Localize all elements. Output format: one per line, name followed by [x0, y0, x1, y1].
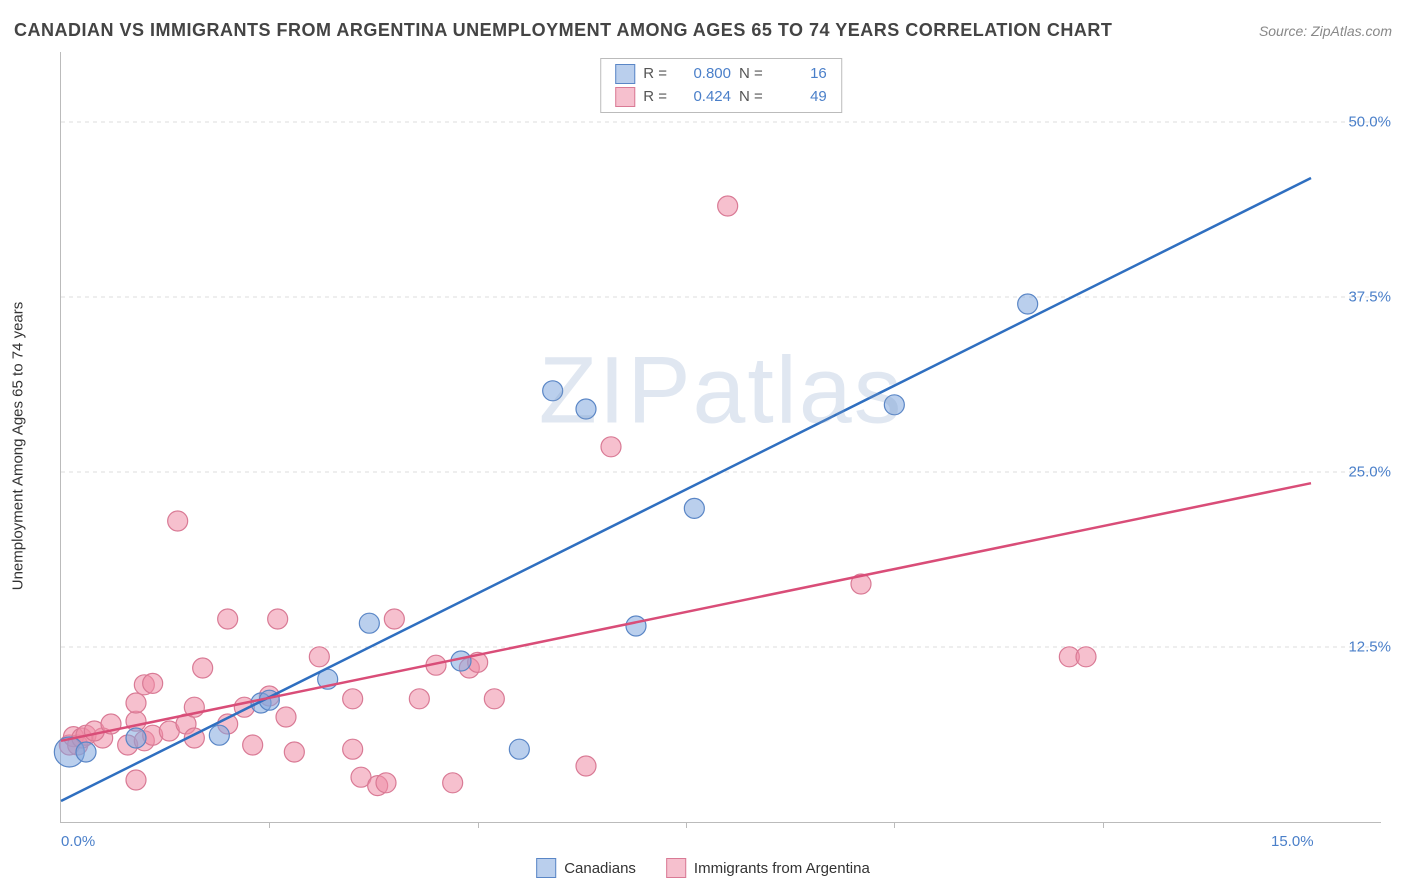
data-point-argentina: [601, 437, 621, 457]
x-tick: [478, 822, 479, 828]
plot-area: ZIPatlas R = 0.800 N = 16 R = 0.424 N = …: [60, 52, 1381, 823]
data-point-argentina: [309, 647, 329, 667]
y-tick-label: 25.0%: [1348, 464, 1391, 481]
correlation-stats-box: R = 0.800 N = 16 R = 0.424 N = 49: [600, 58, 842, 113]
data-point-argentina: [268, 609, 288, 629]
data-point-argentina: [576, 756, 596, 776]
data-point-argentina: [343, 689, 363, 709]
data-point-argentina: [718, 196, 738, 216]
data-point-argentina: [126, 770, 146, 790]
stats-row-argentina: R = 0.424 N = 49: [615, 86, 827, 109]
n-value-canadians: 16: [771, 63, 827, 86]
data-point-canadians: [509, 739, 529, 759]
x-tick: [1103, 822, 1104, 828]
data-point-argentina: [168, 511, 188, 531]
x-tick-label: 0.0%: [61, 833, 95, 850]
data-point-canadians: [543, 381, 563, 401]
swatch-canadians: [615, 64, 635, 84]
y-axis-label: Unemployment Among Ages 65 to 74 years: [10, 302, 27, 591]
data-point-argentina: [193, 658, 213, 678]
data-point-argentina: [443, 773, 463, 793]
r-value-canadians: 0.800: [675, 63, 731, 86]
n-label: N =: [739, 63, 763, 86]
data-point-argentina: [218, 609, 238, 629]
data-point-argentina: [343, 739, 363, 759]
n-label: N =: [739, 86, 763, 109]
legend-label-canadians: Canadians: [564, 860, 636, 877]
data-point-canadians: [576, 399, 596, 419]
n-value-argentina: 49: [771, 86, 827, 109]
data-point-argentina: [276, 707, 296, 727]
data-point-argentina: [243, 735, 263, 755]
trend-line-argentina: [61, 483, 1311, 741]
data-point-canadians: [626, 616, 646, 636]
x-tick: [894, 822, 895, 828]
data-point-canadians: [684, 498, 704, 518]
data-point-argentina: [126, 693, 146, 713]
legend-swatch-canadians: [536, 858, 556, 878]
r-value-argentina: 0.424: [675, 86, 731, 109]
data-point-argentina: [376, 773, 396, 793]
data-point-argentina: [1076, 647, 1096, 667]
x-tick: [269, 822, 270, 828]
legend-item-argentina: Immigrants from Argentina: [666, 858, 870, 878]
data-point-canadians: [359, 613, 379, 633]
data-point-argentina: [384, 609, 404, 629]
x-tick: [686, 822, 687, 828]
stats-row-canadians: R = 0.800 N = 16: [615, 63, 827, 86]
chart-title: CANADIAN VS IMMIGRANTS FROM ARGENTINA UN…: [14, 20, 1112, 41]
data-point-canadians: [76, 742, 96, 762]
data-point-canadians: [1018, 294, 1038, 314]
data-point-argentina: [143, 673, 163, 693]
trend-line-canadians: [61, 178, 1311, 801]
data-point-argentina: [484, 689, 504, 709]
y-tick-label: 37.5%: [1348, 289, 1391, 306]
chart-svg: [61, 52, 1381, 822]
r-label: R =: [643, 86, 667, 109]
data-point-argentina: [409, 689, 429, 709]
x-tick-label: 15.0%: [1271, 833, 1314, 850]
data-point-canadians: [884, 395, 904, 415]
swatch-argentina: [615, 87, 635, 107]
source-label: Source: ZipAtlas.com: [1259, 23, 1392, 39]
legend-label-argentina: Immigrants from Argentina: [694, 860, 870, 877]
title-bar: CANADIAN VS IMMIGRANTS FROM ARGENTINA UN…: [14, 20, 1392, 41]
bottom-legend: Canadians Immigrants from Argentina: [536, 858, 870, 878]
data-point-canadians: [126, 728, 146, 748]
legend-swatch-argentina: [666, 858, 686, 878]
y-tick-label: 50.0%: [1348, 114, 1391, 131]
y-tick-label: 12.5%: [1348, 639, 1391, 656]
r-label: R =: [643, 63, 667, 86]
data-point-argentina: [284, 742, 304, 762]
data-point-canadians: [209, 725, 229, 745]
legend-item-canadians: Canadians: [536, 858, 636, 878]
